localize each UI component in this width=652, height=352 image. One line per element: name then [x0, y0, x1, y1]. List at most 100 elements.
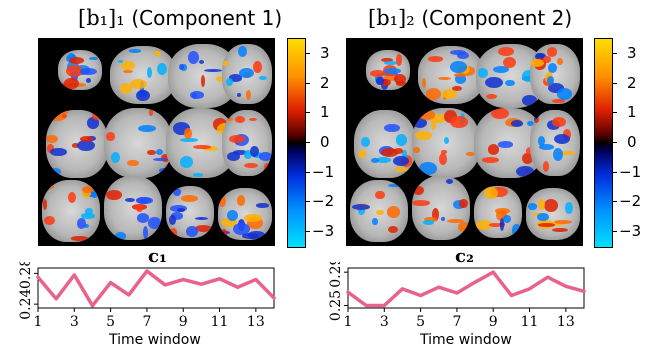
colorbar-tick-label: −1	[312, 162, 335, 181]
series-point	[492, 270, 495, 274]
colorbar-tick-label: −1	[619, 162, 642, 181]
series-point	[419, 294, 422, 297]
series-line	[346, 270, 586, 308]
brain-slice	[526, 188, 580, 240]
activation-blob	[510, 120, 523, 127]
colorbar-tick	[612, 82, 617, 84]
activation-blob	[552, 228, 569, 233]
activation-blob	[136, 197, 153, 204]
activation-blob	[193, 144, 211, 150]
activation-blob	[412, 200, 431, 206]
colorbar-right	[594, 38, 613, 248]
activation-blob	[379, 78, 392, 87]
activation-blob	[249, 145, 259, 158]
activation-blob	[69, 57, 85, 65]
plot-frame	[347, 267, 585, 309]
brain-slice	[412, 108, 480, 178]
activation-blob	[430, 113, 447, 123]
activation-blob	[226, 210, 238, 222]
activation-blob	[494, 208, 511, 214]
brain-slice	[366, 50, 410, 90]
activation-blob	[383, 67, 402, 75]
activation-blob	[235, 115, 246, 123]
x-tick-label: 7	[452, 314, 461, 330]
activation-blob	[387, 206, 401, 218]
activation-blob	[447, 219, 464, 224]
activation-blob	[358, 150, 366, 159]
activation-blob	[125, 197, 135, 202]
activation-blob	[221, 218, 238, 228]
brain-slice	[474, 186, 522, 238]
colorbar-tick	[305, 171, 310, 173]
activation-blob	[146, 149, 157, 155]
activation-blob	[511, 224, 522, 237]
activation-blob	[135, 89, 150, 102]
activation-blob	[111, 152, 120, 163]
activation-blob	[422, 77, 427, 88]
activation-blob	[485, 94, 497, 100]
activation-blob	[222, 60, 229, 66]
colorbar-tick	[612, 112, 617, 114]
timeseries-right-label: c₂	[455, 246, 474, 267]
activation-blob	[148, 109, 154, 117]
activation-blob	[459, 198, 468, 208]
brain-slice	[350, 180, 408, 242]
activation-blob	[198, 59, 205, 65]
activation-blob	[220, 228, 228, 239]
series-point	[546, 275, 549, 279]
activation-blob	[523, 174, 539, 178]
activation-blob	[381, 147, 399, 157]
timeseries-c1-plot: 1 3 5 7 9 11 130.240.28	[18, 262, 276, 330]
x-axis-label-left: Time window	[109, 332, 201, 348]
activation-blob	[201, 145, 219, 151]
activation-blob	[258, 75, 267, 80]
activation-blob	[450, 116, 469, 128]
activation-blob	[557, 58, 564, 66]
activation-blob	[138, 125, 156, 132]
activation-blob	[153, 157, 168, 162]
colorbar-tick-label: 1	[627, 103, 637, 122]
brain-slice	[222, 110, 272, 176]
activation-blob	[413, 117, 428, 128]
activation-blob	[226, 117, 233, 122]
activation-blob	[394, 73, 406, 85]
activation-blob	[565, 202, 574, 215]
activation-blob	[542, 160, 549, 172]
activation-blob	[375, 190, 385, 200]
activation-blob	[77, 139, 95, 151]
activation-blob	[61, 110, 68, 115]
activation-blob	[129, 79, 147, 90]
activation-blob	[247, 217, 263, 229]
activation-blob	[76, 218, 86, 229]
activation-blob	[191, 93, 198, 99]
colorbar-tick	[612, 171, 617, 173]
activation-blob	[370, 157, 379, 164]
activation-blob	[169, 228, 177, 237]
x-tick-label: 7	[142, 314, 151, 330]
activation-blob	[452, 200, 465, 210]
activation-blob	[478, 67, 488, 79]
activation-blob	[487, 144, 500, 155]
series-point	[272, 296, 276, 300]
activation-blob	[412, 185, 424, 196]
activation-blob	[228, 74, 243, 82]
activation-blob	[401, 168, 409, 172]
brain-slice	[530, 110, 580, 176]
brain-slice	[218, 188, 272, 240]
activation-blob	[195, 216, 209, 220]
activation-blob	[441, 150, 447, 154]
activation-blob	[393, 148, 404, 155]
activation-blob	[522, 153, 533, 165]
series-point	[455, 291, 459, 295]
activation-blob	[129, 49, 142, 53]
activation-blob	[450, 61, 468, 73]
activation-blob	[515, 165, 534, 177]
x-tick-label: 11	[211, 314, 229, 330]
brain-slice	[222, 44, 272, 104]
right-title-math: [b₁]₂	[368, 6, 415, 30]
activation-blob	[475, 219, 493, 231]
activation-blob	[168, 215, 176, 225]
colorbar-tick-label: 3	[320, 43, 330, 62]
series-point	[254, 278, 258, 281]
activation-blob	[396, 134, 407, 146]
